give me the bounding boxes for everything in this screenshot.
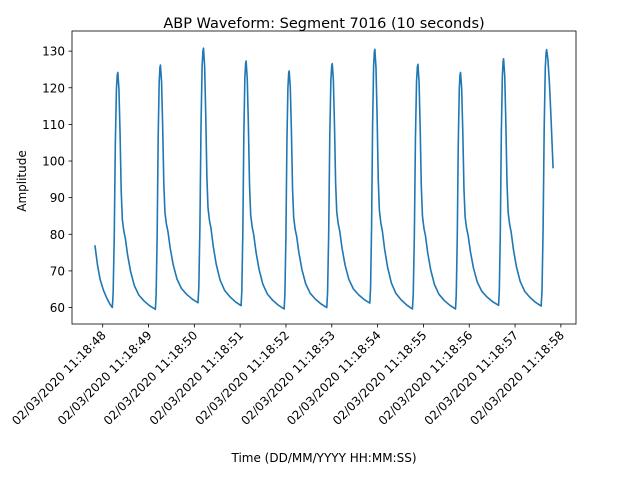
y-tick-label: 70 [50,264,65,278]
y-tick-label: 80 [50,228,65,242]
y-tick-label: 130 [42,45,65,59]
plot-frame [71,30,577,325]
y-axis-label: Amplitude [15,150,29,212]
series-layer [94,47,554,311]
y-tick-label: 110 [42,118,65,132]
abp-waveform-line [94,47,554,311]
y-tick-label: 90 [50,191,65,205]
x-axis-label: Time (DD/MM/YYYY HH:MM:SS) [230,451,416,465]
y-tick-label: 60 [50,301,65,315]
y-tick-label: 100 [42,155,65,169]
y-axis-ticks: 60 70 80 90 100 110 120 130 [42,45,72,315]
y-tick-label: 120 [42,81,65,95]
chart-title: ABP Waveform: Segment 7016 (10 seconds) [163,16,484,32]
